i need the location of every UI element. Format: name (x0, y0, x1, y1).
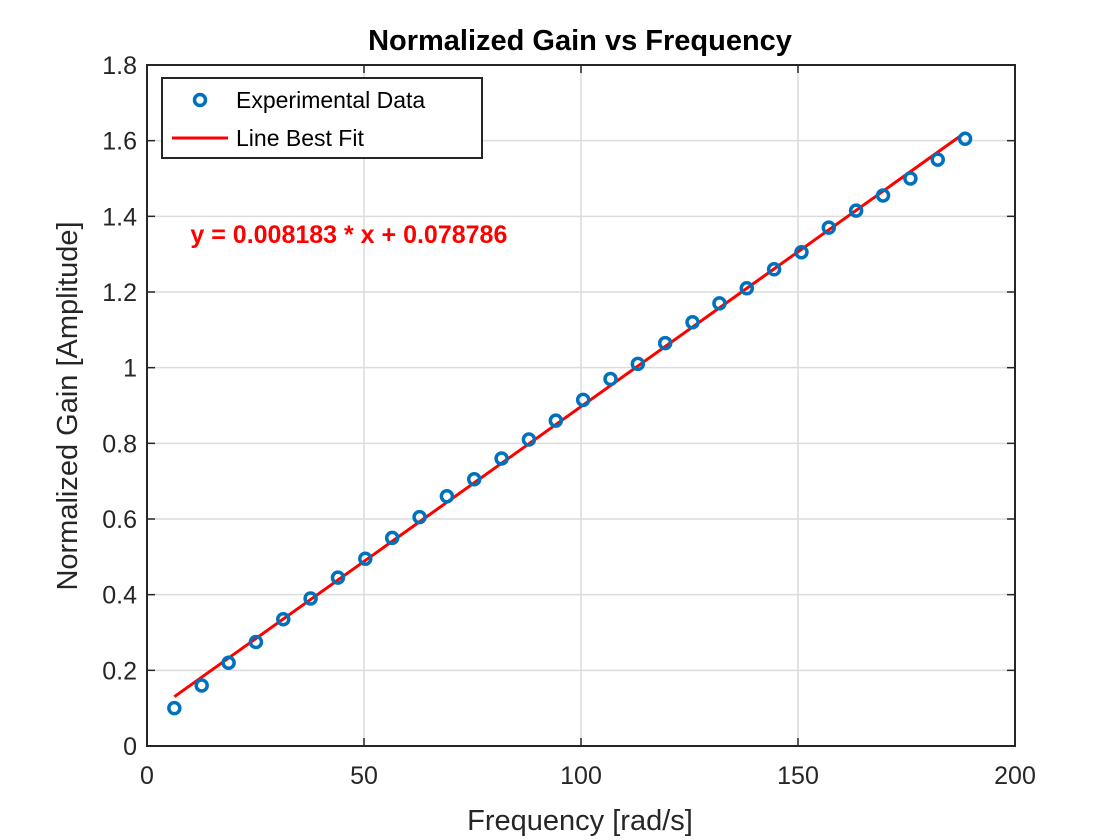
data-point (548, 413, 564, 428)
legend: Experimental Data Line Best Fit (161, 77, 483, 159)
data-point (875, 188, 891, 203)
x-tick-label: 100 (560, 762, 602, 790)
data-point (521, 432, 537, 447)
x-tick-label: 150 (777, 762, 819, 790)
y-tick-label: 1.4 (102, 203, 137, 231)
x-axis-label: Frequency [rad/s] (467, 805, 693, 837)
data-point (712, 296, 727, 311)
legend-box (161, 77, 483, 159)
chart-title: Normalized Gain vs Frequency (368, 25, 792, 57)
y-tick-label: 1.2 (102, 279, 137, 307)
data-point (575, 392, 591, 408)
tick-labels: 0 50 100 150 200 0 0.2 0.4 0.6 0.8 1 1.2 1.4 1.6 1.8 (102, 52, 1036, 790)
data-point (303, 591, 318, 606)
y-tick-label: 0.8 (102, 430, 137, 458)
legend-marker-experimental (192, 92, 208, 108)
y-tick-label: 1.6 (102, 128, 137, 156)
data-point (821, 220, 837, 235)
data-point (603, 371, 618, 387)
legend-label-fit: Line Best Fit (236, 125, 364, 151)
data-point (221, 655, 236, 671)
data-point (167, 700, 182, 716)
data-point (657, 335, 673, 351)
x-tick-label: 0 (140, 762, 154, 790)
data-point (794, 245, 809, 260)
y-tick-label: 0.4 (102, 582, 137, 610)
y-tick-label: 1.8 (102, 52, 137, 80)
data-point (903, 171, 918, 186)
data-point (685, 315, 700, 330)
data-point (276, 612, 291, 627)
axes-frame (146, 64, 1016, 747)
fit-equation-annotation: y = 0.008183 * x + 0.078786 (190, 221, 507, 249)
data-point (194, 678, 209, 693)
data-point (630, 356, 646, 372)
data-point (494, 451, 509, 466)
data-point (766, 262, 782, 277)
data-point (848, 203, 864, 218)
data-point (739, 280, 755, 296)
data-point (358, 551, 373, 566)
data-point (384, 530, 400, 546)
data-point (248, 634, 264, 650)
data-point (330, 570, 346, 585)
data-point (957, 131, 973, 147)
legend-label-experimental: Experimental Data (236, 87, 425, 113)
best-fit-line (173, 131, 966, 698)
plot-box (146, 64, 1016, 747)
y-tick-label: 0.6 (102, 506, 137, 534)
data-point (930, 152, 945, 167)
annotations: y = 0.008183 * x + 0.078786 (190, 221, 507, 249)
data-point (439, 489, 455, 504)
x-tick-label: 50 (350, 762, 378, 790)
x-tick-label: 200 (994, 762, 1036, 790)
y-tick-label: 0 (123, 733, 137, 761)
data-point (466, 472, 482, 487)
y-tick-label: 1 (123, 355, 137, 383)
plot-series (167, 131, 973, 716)
y-tick-label: 0.2 (102, 657, 137, 685)
data-point (412, 509, 427, 525)
y-axis-label: Normalized Gain [Amplitude] (52, 221, 84, 590)
